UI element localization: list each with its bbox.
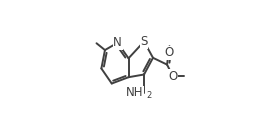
Text: 2: 2 (147, 91, 152, 100)
Text: O: O (168, 70, 178, 83)
Text: N: N (113, 36, 122, 49)
Text: NH: NH (126, 86, 144, 99)
Text: O: O (165, 46, 174, 59)
Text: S: S (140, 35, 148, 48)
